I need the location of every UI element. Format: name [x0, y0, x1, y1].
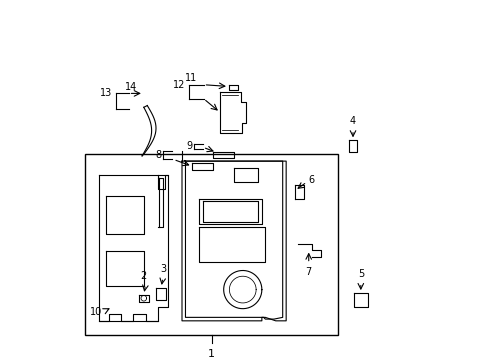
- Text: 11: 11: [185, 73, 197, 83]
- Text: 1: 1: [207, 348, 215, 359]
- Text: 3: 3: [160, 264, 165, 274]
- Bar: [84, 154, 338, 335]
- Text: 10: 10: [90, 307, 102, 317]
- Text: 2: 2: [141, 271, 146, 281]
- Text: 5: 5: [357, 269, 363, 279]
- Text: 6: 6: [308, 175, 314, 185]
- Text: 4: 4: [349, 116, 355, 126]
- Text: 13: 13: [100, 89, 112, 98]
- Text: 9: 9: [186, 141, 192, 151]
- Text: 8: 8: [155, 150, 161, 160]
- Text: 7: 7: [305, 267, 311, 277]
- Text: 12: 12: [173, 80, 185, 90]
- Text: 14: 14: [124, 82, 137, 92]
